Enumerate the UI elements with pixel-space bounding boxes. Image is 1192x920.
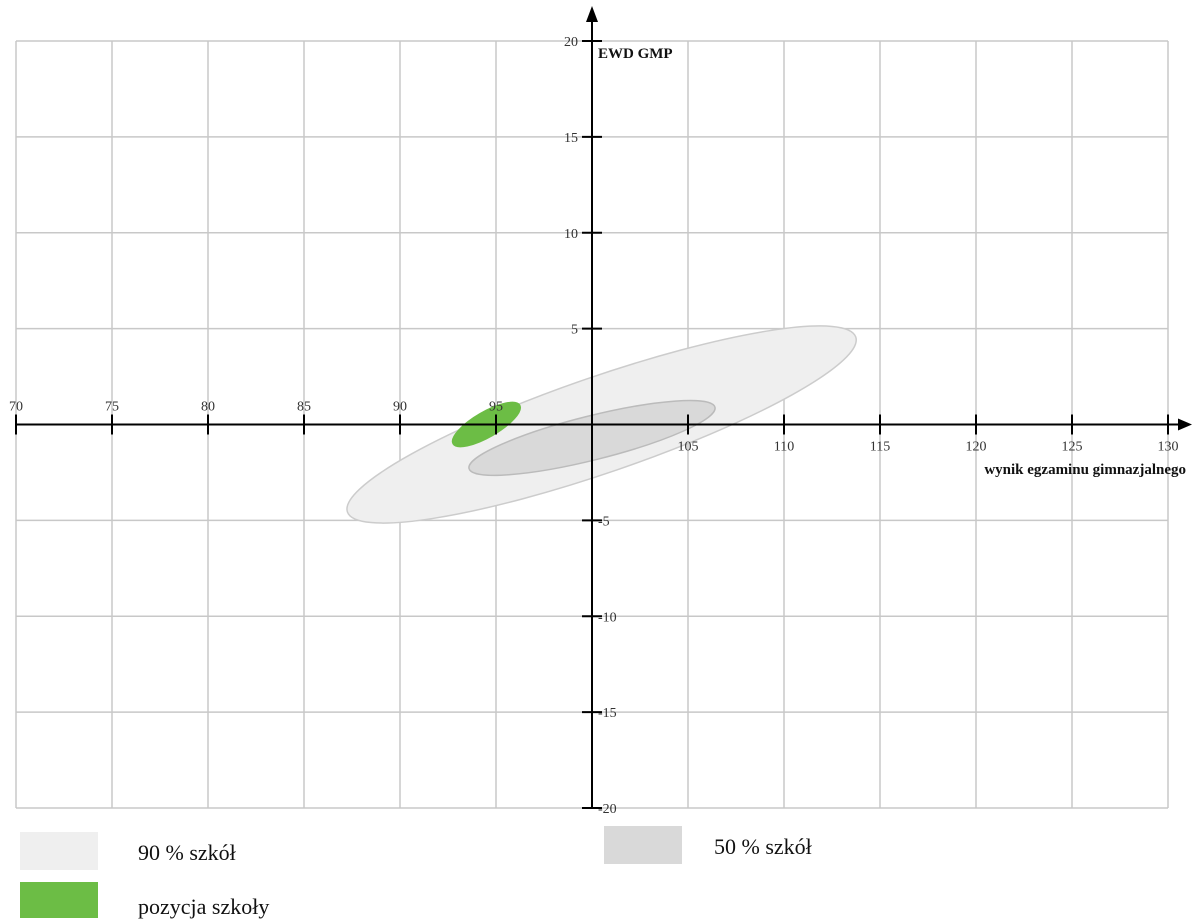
legend-swatch-50 bbox=[604, 826, 682, 864]
y-tick-label: -10 bbox=[598, 610, 617, 625]
y-tick-label: -5 bbox=[598, 514, 610, 529]
y-tick-label: -15 bbox=[598, 706, 617, 721]
legend-swatch-school bbox=[20, 882, 98, 918]
y-axis-arrow bbox=[586, 6, 598, 22]
y-tick-label: 15 bbox=[564, 131, 578, 146]
x-axis-title: wynik egzaminu gimnazjalnego bbox=[984, 462, 1186, 478]
x-tick-label: 120 bbox=[966, 440, 987, 455]
x-tick-label: 105 bbox=[678, 440, 699, 455]
legend-label-school: pozycja szkoły bbox=[138, 894, 270, 919]
axes bbox=[16, 6, 1192, 808]
x-tick-label: 95 bbox=[489, 400, 503, 415]
y-tick-label: 10 bbox=[564, 227, 578, 242]
x-tick-label: 70 bbox=[9, 400, 23, 415]
legend-label-50: 50 % szkół bbox=[714, 834, 812, 859]
x-tick-label: 110 bbox=[774, 440, 794, 455]
x-tick-label: 115 bbox=[870, 440, 890, 455]
y-tick-label: -20 bbox=[598, 802, 617, 817]
x-tick-label: 80 bbox=[201, 400, 215, 415]
x-tick-label: 125 bbox=[1062, 440, 1083, 455]
x-tick-label: 75 bbox=[105, 400, 119, 415]
x-tick-label: 90 bbox=[393, 400, 407, 415]
legend-label-90: 90 % szkół bbox=[138, 840, 236, 865]
y-axis-title: EWD GMP bbox=[598, 46, 673, 62]
y-tick-label: 20 bbox=[564, 35, 578, 50]
x-tick-label: 85 bbox=[297, 400, 311, 415]
y-tick-label: 5 bbox=[571, 323, 578, 338]
x-axis-arrow bbox=[1178, 418, 1192, 431]
legend-swatch-90 bbox=[20, 832, 98, 870]
x-tick-label: 130 bbox=[1158, 440, 1179, 455]
